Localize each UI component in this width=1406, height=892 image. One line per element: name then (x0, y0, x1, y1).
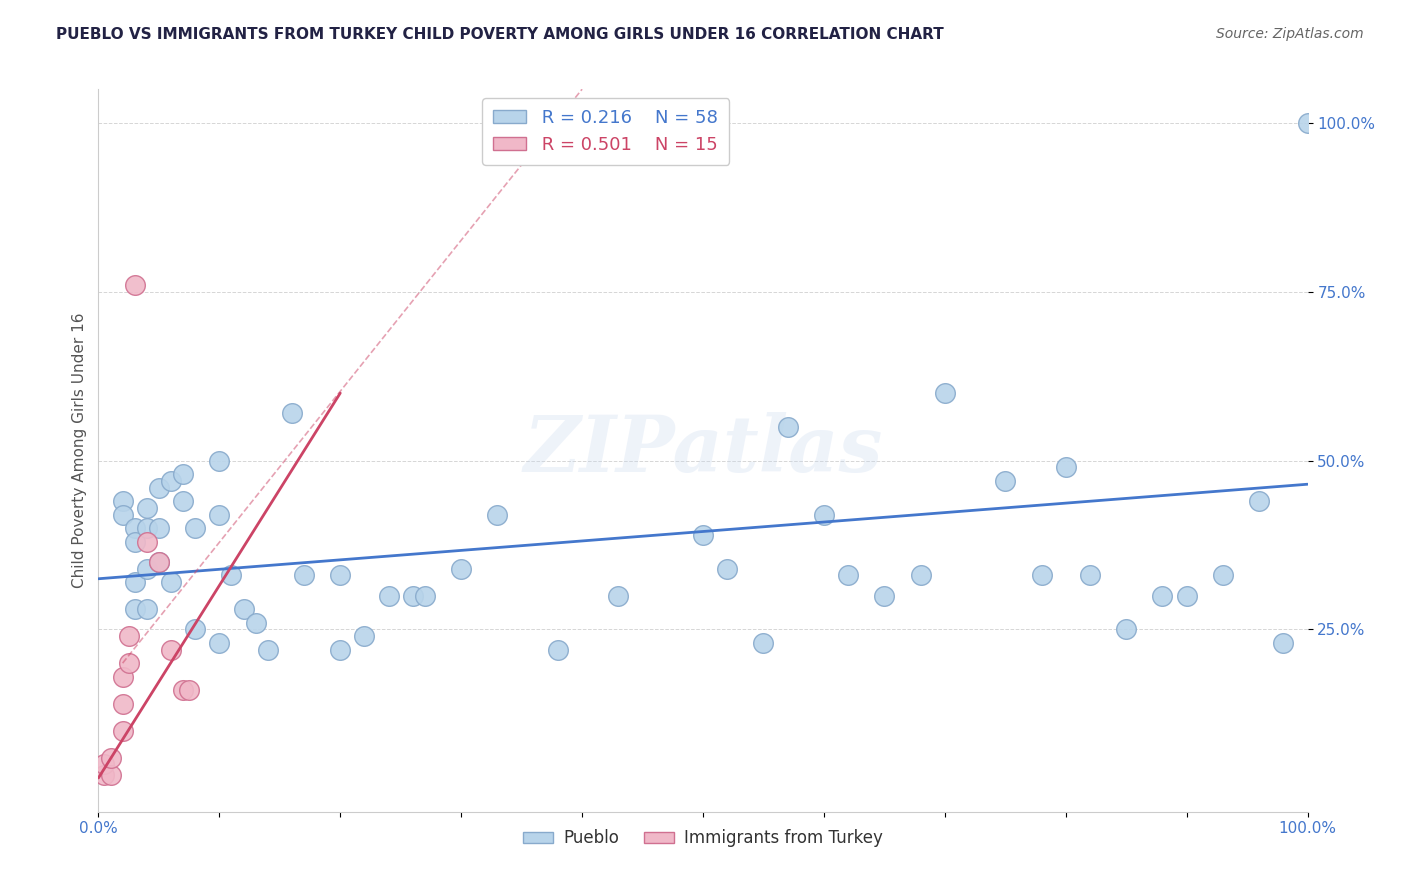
Point (172, 683, 194, 698)
Point (111, 508, 134, 522)
Point (752, 636, 775, 650)
Point (1031, 568, 1053, 582)
Point (148, 555, 170, 569)
Point (934, 386, 956, 401)
Point (135, 500, 157, 515)
Point (292, 568, 315, 582)
Point (353, 629, 375, 643)
Point (1296, 116, 1319, 130)
Point (837, 568, 859, 582)
Point (813, 508, 835, 522)
Point (160, 474, 183, 488)
Y-axis label: Child Poverty Among Girls Under 16: Child Poverty Among Girls Under 16 (72, 313, 87, 588)
Point (776, 420, 799, 434)
Point (1249, 494, 1271, 508)
Text: Source: ZipAtlas.com: Source: ZipAtlas.com (1216, 27, 1364, 41)
Point (232, 602, 254, 616)
Point (1212, 568, 1234, 582)
Text: ZIPatlas: ZIPatlas (523, 412, 883, 489)
Point (1115, 623, 1137, 637)
Point (135, 602, 157, 616)
Point (1175, 589, 1198, 603)
Point (111, 697, 134, 711)
Point (184, 623, 207, 637)
Point (281, 406, 304, 420)
Point (1152, 589, 1174, 603)
Point (124, 278, 146, 293)
Point (245, 615, 267, 630)
Point (148, 555, 170, 569)
Point (692, 528, 714, 542)
Point (135, 521, 157, 535)
Point (377, 589, 399, 603)
Point (1078, 568, 1101, 582)
Point (208, 453, 231, 467)
Point (208, 636, 231, 650)
Point (607, 589, 630, 603)
Point (179, 683, 201, 698)
Point (135, 534, 157, 549)
Point (172, 467, 194, 481)
Point (329, 568, 352, 582)
Point (716, 561, 738, 575)
Point (172, 494, 194, 508)
Point (111, 494, 134, 508)
Point (994, 474, 1017, 488)
Point (160, 642, 183, 657)
Point (135, 561, 157, 575)
Point (1054, 460, 1077, 475)
Point (329, 642, 352, 657)
Point (450, 561, 472, 575)
Point (184, 521, 207, 535)
Point (124, 575, 146, 590)
Point (402, 589, 425, 603)
Point (873, 589, 896, 603)
Text: PUEBLO VS IMMIGRANTS FROM TURKEY CHILD POVERTY AMONG GIRLS UNDER 16 CORRELATION : PUEBLO VS IMMIGRANTS FROM TURKEY CHILD P… (56, 27, 943, 42)
Point (486, 508, 509, 522)
Point (221, 568, 243, 582)
Point (124, 521, 146, 535)
Point (208, 508, 231, 522)
Point (93, 767, 115, 781)
Point (160, 575, 183, 590)
Point (413, 589, 436, 603)
Point (111, 670, 134, 684)
Point (100, 750, 122, 764)
Legend: Pueblo, Immigrants from Turkey: Pueblo, Immigrants from Turkey (516, 822, 890, 854)
Point (124, 602, 146, 616)
Point (148, 481, 170, 495)
Point (148, 521, 170, 535)
Point (118, 629, 141, 643)
Point (93, 757, 115, 772)
Point (111, 723, 134, 738)
Point (256, 642, 278, 657)
Point (118, 656, 141, 670)
Point (124, 534, 146, 549)
Point (910, 568, 932, 582)
Point (100, 767, 122, 781)
Point (547, 642, 569, 657)
Point (1272, 636, 1295, 650)
